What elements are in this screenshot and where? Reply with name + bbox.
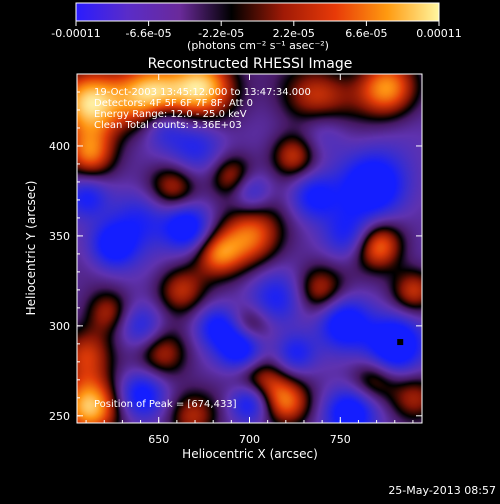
info-line: Energy Range: 12.0 - 25.0 keV <box>94 109 247 120</box>
x-tick-label: 700 <box>239 433 260 446</box>
colorbar-tick-label: 0.00011 <box>416 27 462 40</box>
y-axis-label: Heliocentric Y (arcsec) <box>24 181 38 316</box>
peak-marker <box>397 339 404 346</box>
colorbar-tick-label: 2.2e-05 <box>273 27 315 40</box>
colorbar-units-label: (photons cm⁻² s⁻¹ asec⁻²) <box>187 39 329 52</box>
y-tick-label: 250 <box>49 410 70 423</box>
info-annotations: 19-Oct-2003 13:45:12.000 to 13:47:34.000… <box>94 87 311 131</box>
x-tick-label: 650 <box>148 433 169 446</box>
chart-title: Reconstructed RHESSI Image <box>148 56 353 72</box>
colorbar-tick-label: 6.6e-05 <box>345 27 387 40</box>
info-line: Detectors: 4F 5F 6F 7F 8F, Att 0 <box>94 98 253 109</box>
info-line: Clean Total counts: 3.36E+03 <box>94 120 242 131</box>
y-tick-label: 350 <box>49 230 70 243</box>
x-tick-label: 750 <box>330 433 351 446</box>
colorbar-tick-label: -2.2e-05 <box>198 27 244 40</box>
colorbar-tick-label: -6.6e-05 <box>125 27 171 40</box>
colorbar <box>75 2 440 22</box>
axis-ticks: 650 700 750 250 300 350 400 <box>49 73 422 446</box>
info-line: 19-Oct-2003 13:45:12.000 to 13:47:34.000 <box>94 87 311 98</box>
peak-layer <box>397 339 404 346</box>
y-tick-label: 400 <box>49 140 70 153</box>
footer-timestamp: 25-May-2013 08:57 <box>388 484 496 497</box>
y-tick-label: 300 <box>49 320 70 333</box>
colorbar-ticks: -0.00011 -6.6e-05 -2.2e-05 2.2e-05 6.6e-05 0.… <box>51 21 462 40</box>
peak-position-label: Position of Peak = [674,433] <box>94 399 237 410</box>
x-axis-label: Heliocentric X (arcsec) <box>182 447 318 461</box>
heatmap-image <box>77 74 422 423</box>
colorbar-tick-label: -0.00011 <box>51 27 100 40</box>
